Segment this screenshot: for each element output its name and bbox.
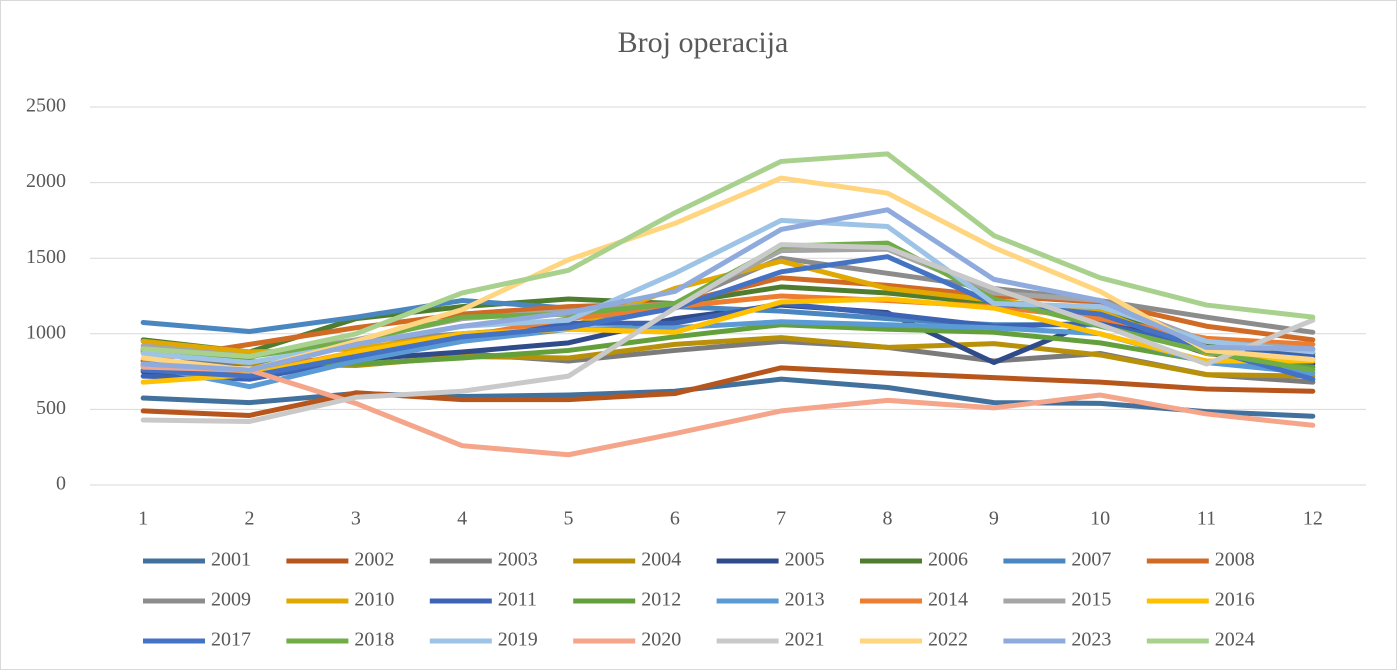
data-line — [140, 364, 1316, 458]
legend-label: 2007 — [1071, 549, 1111, 571]
x-tick-label: 10 — [1090, 508, 1110, 530]
legend-label: 2020 — [641, 629, 681, 651]
legend-label: 2010 — [354, 589, 394, 611]
x-tick-label: 6 — [670, 508, 680, 530]
legend-label: 2005 — [785, 549, 825, 571]
x-tick-label: 7 — [776, 508, 786, 530]
legend-label: 2015 — [1071, 589, 1111, 611]
x-tick-label: 1 — [138, 508, 148, 530]
y-tick-label: 1000 — [26, 321, 66, 343]
y-tick-label: 0 — [56, 473, 66, 495]
y-tick-label: 1500 — [26, 246, 66, 268]
legend-label: 2018 — [354, 629, 394, 651]
legend-label: 2006 — [928, 549, 968, 571]
legend-label: 2011 — [498, 589, 537, 611]
y-tick-label: 2000 — [26, 170, 66, 192]
x-tick-label: 4 — [457, 508, 467, 530]
y-tick-label: 2500 — [26, 95, 66, 117]
legend-label: 2019 — [498, 629, 538, 651]
data-line — [140, 151, 1316, 359]
legend-label: 2008 — [1215, 549, 1255, 571]
x-tick-label: 11 — [1197, 508, 1216, 530]
x-tick-label: 9 — [989, 508, 999, 530]
legend-label: 2022 — [928, 629, 968, 651]
legend-label: 2017 — [211, 629, 251, 651]
legend-label: 2001 — [211, 549, 251, 571]
x-tick-label: 2 — [245, 508, 255, 530]
x-tick-label: 12 — [1303, 508, 1323, 530]
data-line — [140, 242, 1316, 424]
legend-label: 2016 — [1215, 589, 1255, 611]
legend-label: 2014 — [928, 589, 968, 611]
legend-label: 2023 — [1071, 629, 1111, 651]
y-tick-label: 500 — [36, 397, 66, 419]
data-line — [140, 296, 1316, 385]
legend-label: 2009 — [211, 589, 251, 611]
legend-label: 2003 — [498, 549, 538, 571]
x-tick-label: 3 — [351, 508, 361, 530]
legend-label: 2013 — [785, 589, 825, 611]
data-line — [140, 254, 1316, 382]
chart-title: Broj operacija — [618, 26, 789, 59]
x-tick-label: 5 — [564, 508, 574, 530]
legend-label: 2024 — [1215, 629, 1255, 651]
legend-label: 2021 — [785, 629, 825, 651]
data-line — [140, 207, 1316, 373]
legend-label: 2002 — [354, 549, 394, 571]
legend-label: 2004 — [641, 549, 681, 571]
x-tick-label: 8 — [883, 508, 893, 530]
legend-label: 2012 — [641, 589, 681, 611]
